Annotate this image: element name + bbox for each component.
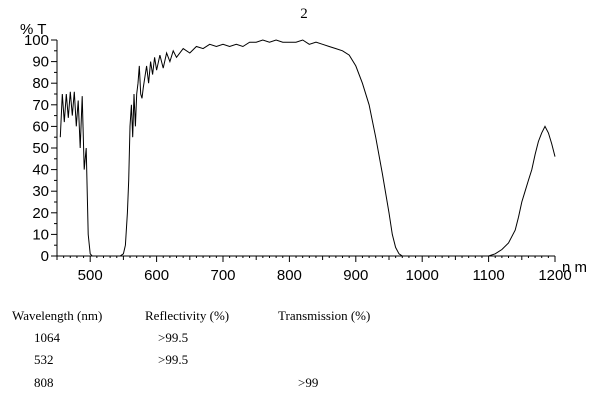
y-tick-label: 30 bbox=[32, 183, 49, 200]
transmission-curve bbox=[59, 39, 556, 257]
chart-title: 2 bbox=[300, 6, 308, 22]
table-header-wavelength: Wavelength (nm) bbox=[12, 308, 103, 323]
x-tick-label: 900 bbox=[343, 267, 368, 284]
y-tick-label: 40 bbox=[32, 162, 49, 179]
x-tick-label: 1100 bbox=[472, 267, 504, 284]
table-header-reflectivity: Reflectivity (%) bbox=[145, 308, 230, 323]
x-tick-label: 600 bbox=[144, 267, 169, 284]
x-tick-label: 1200 bbox=[538, 267, 571, 284]
y-tick-label: 100 bbox=[24, 32, 49, 49]
x-tick-label: 1000 bbox=[406, 267, 439, 284]
table-header-transmission: Transmission (%) bbox=[278, 308, 371, 323]
y-tick-label: 60 bbox=[32, 118, 49, 135]
x-axis-label: n m bbox=[562, 259, 587, 276]
table-cell-transmission: >99 bbox=[298, 375, 319, 390]
y-tick-label: 0 bbox=[41, 248, 49, 265]
x-tick-label: 700 bbox=[210, 267, 235, 284]
y-tick-label: 20 bbox=[32, 205, 49, 222]
x-tick-label: 800 bbox=[277, 267, 302, 284]
table-cell-reflectivity: >99.5 bbox=[158, 352, 189, 367]
transmission-chart: 2 % T n m 0 10 20 30 40 50 60 70 80 90 100 500 600 7… bbox=[20, 6, 587, 284]
table-cell-reflectivity: >99.5 bbox=[158, 330, 189, 345]
y-tick-label: 50 bbox=[32, 140, 49, 157]
specification-table: Wavelength (nm) Reflectivity (%) Transmi… bbox=[0, 300, 600, 400]
y-tick-label: 70 bbox=[32, 97, 49, 114]
table-cell-wavelength: 808 bbox=[34, 375, 54, 390]
x-tick-label: 500 bbox=[78, 267, 103, 284]
y-tick-label: 90 bbox=[32, 54, 49, 71]
y-axis-label: % T bbox=[20, 21, 46, 38]
table-cell-wavelength: 532 bbox=[34, 352, 54, 367]
table-cell-wavelength: 1064 bbox=[34, 330, 60, 345]
y-tick-label: 10 bbox=[32, 226, 49, 243]
y-tick-label: 80 bbox=[32, 75, 49, 92]
